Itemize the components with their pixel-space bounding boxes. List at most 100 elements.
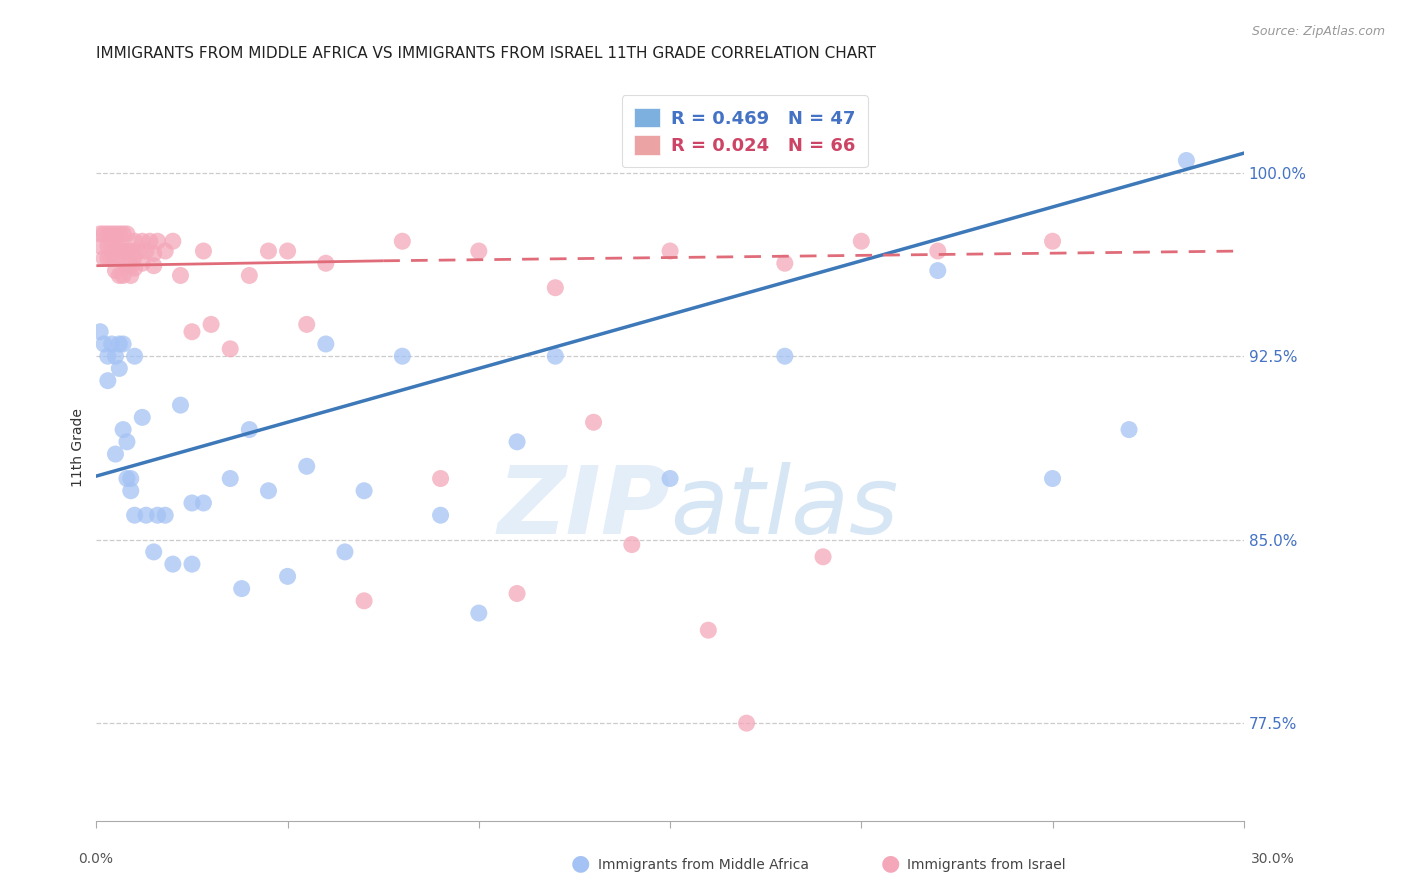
Point	[257, 483, 280, 498]
Point	[391, 349, 413, 363]
Point	[181, 557, 204, 571]
Point	[169, 268, 191, 283]
Point	[100, 239, 122, 253]
Point	[238, 268, 260, 283]
Point	[89, 239, 111, 253]
Point	[257, 244, 280, 258]
Point	[162, 557, 184, 571]
Point	[1175, 153, 1198, 168]
Point	[142, 259, 165, 273]
Point	[620, 538, 643, 552]
Point	[89, 227, 111, 241]
Point	[1042, 234, 1064, 248]
Point	[93, 252, 115, 266]
Point	[124, 508, 146, 523]
Point	[112, 227, 135, 241]
Point	[238, 423, 260, 437]
Point	[506, 434, 529, 449]
Point	[115, 434, 138, 449]
Point	[120, 483, 142, 498]
Point	[277, 569, 299, 583]
Point	[333, 545, 356, 559]
Point	[181, 325, 204, 339]
Point	[146, 508, 169, 523]
Point	[468, 244, 491, 258]
Point	[927, 263, 949, 277]
Text: ●: ●	[880, 854, 900, 873]
Point	[97, 349, 120, 363]
Text: ZIP: ZIP	[498, 462, 671, 554]
Point	[169, 398, 191, 412]
Point	[97, 239, 120, 253]
Point	[108, 361, 131, 376]
Point	[120, 244, 142, 258]
Point	[97, 252, 120, 266]
Point	[659, 471, 682, 485]
Point	[506, 586, 529, 600]
Point	[811, 549, 834, 564]
Text: Immigrants from Israel: Immigrants from Israel	[907, 858, 1066, 872]
Point	[115, 227, 138, 241]
Point	[193, 244, 215, 258]
Point	[1042, 471, 1064, 485]
Point	[93, 227, 115, 241]
Point	[120, 259, 142, 273]
Point	[120, 268, 142, 283]
Y-axis label: 11th Grade: 11th Grade	[72, 409, 86, 487]
Point	[181, 496, 204, 510]
Point	[124, 261, 146, 276]
Point	[295, 459, 318, 474]
Point	[697, 623, 720, 637]
Point	[115, 244, 138, 258]
Point	[429, 471, 451, 485]
Point	[142, 545, 165, 559]
Point	[115, 471, 138, 485]
Point	[153, 244, 176, 258]
Point	[97, 227, 120, 241]
Point	[1118, 423, 1140, 437]
Point	[93, 337, 115, 351]
Point	[104, 349, 127, 363]
Text: atlas: atlas	[671, 462, 898, 553]
Point	[124, 234, 146, 248]
Point	[468, 606, 491, 620]
Point	[315, 337, 337, 351]
Point	[104, 227, 127, 241]
Point	[773, 256, 796, 270]
Point	[315, 256, 337, 270]
Point	[131, 256, 153, 270]
Point	[146, 234, 169, 248]
Point	[112, 423, 135, 437]
Point	[135, 508, 157, 523]
Point	[108, 337, 131, 351]
Text: 0.0%: 0.0%	[79, 853, 112, 866]
Point	[131, 234, 153, 248]
Point	[391, 234, 413, 248]
Point	[135, 244, 157, 258]
Point	[851, 234, 873, 248]
Point	[112, 268, 135, 283]
Point	[295, 318, 318, 332]
Point	[659, 244, 682, 258]
Point	[108, 239, 131, 253]
Point	[544, 349, 567, 363]
Text: 30.0%: 30.0%	[1250, 853, 1295, 866]
Point	[120, 471, 142, 485]
Point	[927, 244, 949, 258]
Point	[139, 234, 162, 248]
Point	[97, 374, 120, 388]
Point	[104, 252, 127, 266]
Point	[773, 349, 796, 363]
Point	[104, 239, 127, 253]
Point	[100, 227, 122, 241]
Point	[219, 342, 242, 356]
Point	[115, 259, 138, 273]
Point	[544, 281, 567, 295]
Point	[108, 268, 131, 283]
Point	[112, 244, 135, 258]
Text: ●: ●	[571, 854, 591, 873]
Point	[124, 349, 146, 363]
Text: Source: ZipAtlas.com: Source: ZipAtlas.com	[1251, 25, 1385, 38]
Point	[108, 227, 131, 241]
Point	[89, 325, 111, 339]
